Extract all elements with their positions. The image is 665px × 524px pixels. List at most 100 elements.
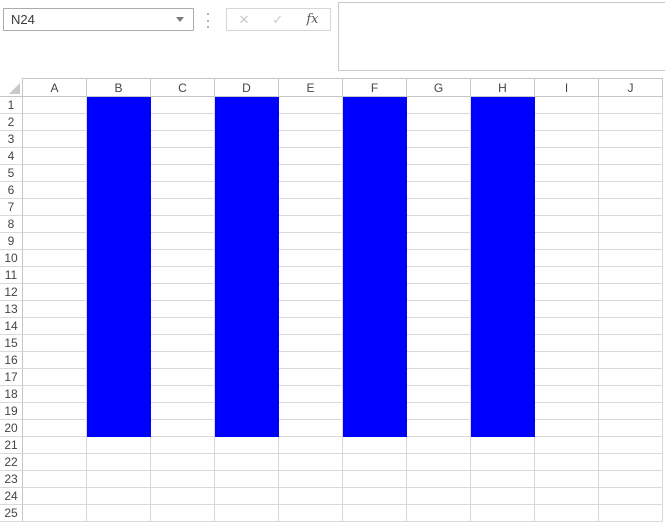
column-header-F[interactable]: F [343, 78, 407, 97]
cell-H22[interactable] [471, 454, 535, 471]
cell-B19[interactable] [87, 403, 151, 420]
cell-H3[interactable] [471, 131, 535, 148]
cell-J20[interactable] [599, 420, 663, 437]
row-header-17[interactable]: 17 [0, 369, 23, 386]
cell-J25[interactable] [599, 505, 663, 522]
cell-J17[interactable] [599, 369, 663, 386]
cell-H15[interactable] [471, 335, 535, 352]
cell-D5[interactable] [215, 165, 279, 182]
cell-E11[interactable] [279, 267, 343, 284]
cell-I6[interactable] [535, 182, 599, 199]
chevron-down-icon[interactable] [176, 17, 184, 22]
cell-H7[interactable] [471, 199, 535, 216]
cell-B24[interactable] [87, 488, 151, 505]
cell-G13[interactable] [407, 301, 471, 318]
cell-B9[interactable] [87, 233, 151, 250]
cell-A15[interactable] [23, 335, 87, 352]
cell-G7[interactable] [407, 199, 471, 216]
cell-I11[interactable] [535, 267, 599, 284]
column-header-C[interactable]: C [151, 78, 215, 97]
cell-B22[interactable] [87, 454, 151, 471]
cell-J8[interactable] [599, 216, 663, 233]
cell-B10[interactable] [87, 250, 151, 267]
cell-E23[interactable] [279, 471, 343, 488]
row-header-10[interactable]: 10 [0, 250, 23, 267]
cell-G2[interactable] [407, 114, 471, 131]
cell-C7[interactable] [151, 199, 215, 216]
cell-G3[interactable] [407, 131, 471, 148]
cell-F14[interactable] [343, 318, 407, 335]
cell-B12[interactable] [87, 284, 151, 301]
cell-F15[interactable] [343, 335, 407, 352]
cell-G25[interactable] [407, 505, 471, 522]
cell-A1[interactable] [23, 97, 87, 114]
cell-H5[interactable] [471, 165, 535, 182]
cell-G14[interactable] [407, 318, 471, 335]
cell-C17[interactable] [151, 369, 215, 386]
cell-E21[interactable] [279, 437, 343, 454]
row-header-4[interactable]: 4 [0, 148, 23, 165]
cell-H20[interactable] [471, 420, 535, 437]
cell-G20[interactable] [407, 420, 471, 437]
cell-D16[interactable] [215, 352, 279, 369]
cell-G16[interactable] [407, 352, 471, 369]
cell-F3[interactable] [343, 131, 407, 148]
cell-B6[interactable] [87, 182, 151, 199]
cell-J10[interactable] [599, 250, 663, 267]
row-header-6[interactable]: 6 [0, 182, 23, 199]
name-box[interactable]: N24 [3, 8, 194, 31]
cell-I2[interactable] [535, 114, 599, 131]
cell-I15[interactable] [535, 335, 599, 352]
cell-E15[interactable] [279, 335, 343, 352]
cell-J4[interactable] [599, 148, 663, 165]
cell-H4[interactable] [471, 148, 535, 165]
cell-D3[interactable] [215, 131, 279, 148]
column-header-A[interactable]: A [23, 78, 87, 97]
cell-C8[interactable] [151, 216, 215, 233]
cell-D22[interactable] [215, 454, 279, 471]
cell-B15[interactable] [87, 335, 151, 352]
cell-D9[interactable] [215, 233, 279, 250]
cell-J16[interactable] [599, 352, 663, 369]
cell-E24[interactable] [279, 488, 343, 505]
cell-E12[interactable] [279, 284, 343, 301]
cell-G1[interactable] [407, 97, 471, 114]
cell-E18[interactable] [279, 386, 343, 403]
cell-F11[interactable] [343, 267, 407, 284]
cell-J2[interactable] [599, 114, 663, 131]
cell-F17[interactable] [343, 369, 407, 386]
cell-C13[interactable] [151, 301, 215, 318]
row-header-16[interactable]: 16 [0, 352, 23, 369]
cell-D1[interactable] [215, 97, 279, 114]
cell-B1[interactable] [87, 97, 151, 114]
cell-E10[interactable] [279, 250, 343, 267]
cell-B14[interactable] [87, 318, 151, 335]
cell-E1[interactable] [279, 97, 343, 114]
cell-J12[interactable] [599, 284, 663, 301]
cell-G17[interactable] [407, 369, 471, 386]
cell-I4[interactable] [535, 148, 599, 165]
cell-F19[interactable] [343, 403, 407, 420]
cell-B17[interactable] [87, 369, 151, 386]
cell-C4[interactable] [151, 148, 215, 165]
cell-G24[interactable] [407, 488, 471, 505]
cell-C18[interactable] [151, 386, 215, 403]
cell-I25[interactable] [535, 505, 599, 522]
cell-A3[interactable] [23, 131, 87, 148]
cell-D12[interactable] [215, 284, 279, 301]
cell-H9[interactable] [471, 233, 535, 250]
cell-C5[interactable] [151, 165, 215, 182]
row-header-20[interactable]: 20 [0, 420, 23, 437]
cell-H19[interactable] [471, 403, 535, 420]
cell-A2[interactable] [23, 114, 87, 131]
cell-G9[interactable] [407, 233, 471, 250]
row-header-7[interactable]: 7 [0, 199, 23, 216]
cell-H1[interactable] [471, 97, 535, 114]
cell-C23[interactable] [151, 471, 215, 488]
cell-H21[interactable] [471, 437, 535, 454]
cell-I18[interactable] [535, 386, 599, 403]
cell-J23[interactable] [599, 471, 663, 488]
cell-A8[interactable] [23, 216, 87, 233]
cell-F20[interactable] [343, 420, 407, 437]
cell-D15[interactable] [215, 335, 279, 352]
